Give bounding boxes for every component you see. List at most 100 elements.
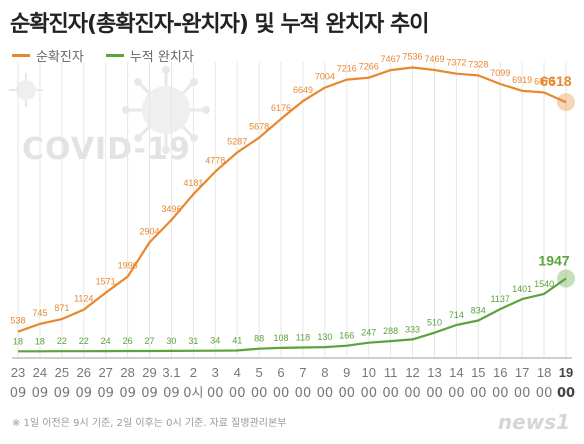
news1-logo: news1 xyxy=(497,410,570,434)
legend-item-active: 순확진자 xyxy=(12,46,84,65)
active-data-label: 7004 xyxy=(315,72,335,82)
x-tick-label: 27 xyxy=(98,365,112,380)
active-data-label: 7328 xyxy=(468,59,488,69)
x-tick-sublabel: 00 xyxy=(295,386,312,401)
legend-label-active: 순확진자 xyxy=(36,50,84,65)
x-tick-sublabel: 00 xyxy=(273,386,290,401)
x-tick-sublabel: 00 xyxy=(317,386,334,401)
x-tick-label: 6 xyxy=(277,365,284,380)
x-tick-label: 13 xyxy=(427,365,441,380)
recovered-data-label: 834 xyxy=(471,306,486,316)
x-tick-sublabel: 00 xyxy=(382,386,399,401)
recovered-data-label: 41 xyxy=(232,335,242,345)
recovered-data-label: 18 xyxy=(13,336,23,346)
x-tick-sublabel: 09 xyxy=(119,386,136,401)
x-tick-label: 7 xyxy=(299,365,306,380)
x-tick-label: 28 xyxy=(120,365,134,380)
x-tick-label: 3 xyxy=(212,365,219,380)
recovered-data-label: 22 xyxy=(57,336,67,346)
recovered-data-label: 247 xyxy=(361,328,376,338)
x-tick-sublabel: 00 xyxy=(404,386,421,401)
x-tick-label: 2 xyxy=(190,365,197,380)
active-data-label: 6618 xyxy=(540,73,571,89)
active-data-label: 7216 xyxy=(337,64,357,74)
legend-item-recovered: 누적 완치자 xyxy=(105,46,194,65)
legend-swatch-active xyxy=(12,54,30,57)
active-data-label: 7467 xyxy=(381,54,401,64)
recovered-data-label: 27 xyxy=(145,336,155,346)
x-tick-sublabel: 00 xyxy=(207,386,224,401)
active-data-label: 6649 xyxy=(293,85,313,95)
legend: 순확진자 누적 완치자 xyxy=(12,46,194,65)
x-tick-label: 24 xyxy=(33,365,47,380)
recovered-data-label: 18 xyxy=(35,336,45,346)
active-data-label: 871 xyxy=(54,303,69,313)
x-tick-label: 3.1 xyxy=(162,365,180,380)
x-tick-sublabel: 00 xyxy=(470,386,487,401)
x-tick-label: 23 xyxy=(11,365,25,380)
x-tick-label: 4 xyxy=(234,365,241,380)
recovered-data-label: 30 xyxy=(166,336,176,346)
x-tick-label: 16 xyxy=(493,365,507,380)
active-data-label: 1124 xyxy=(74,294,93,304)
x-tick-sublabel: 09 xyxy=(141,386,158,401)
virus-decoration-small xyxy=(9,73,43,107)
x-tick-sublabel: 00 xyxy=(229,386,246,401)
active-data-label: 5678 xyxy=(249,122,269,132)
recovered-data-label: 130 xyxy=(317,332,332,342)
recovered-data-label: 34 xyxy=(210,336,220,346)
x-tick-sublabel: 00 xyxy=(536,386,553,401)
recovered-data-label: 1947 xyxy=(538,253,569,269)
x-tick-sublabel: 09 xyxy=(54,386,71,401)
active-data-label: 7469 xyxy=(424,54,444,64)
x-tick-sublabel: 00 xyxy=(448,386,465,401)
active-data-label: 745 xyxy=(32,308,47,318)
recovered-data-label: 26 xyxy=(123,336,133,346)
x-tick-label: 18 xyxy=(537,365,551,380)
recovered-data-label: 1137 xyxy=(491,294,510,304)
legend-label-recovered: 누적 완치자 xyxy=(129,50,194,65)
recovered-line xyxy=(18,277,567,353)
recovered-data-label: 24 xyxy=(101,336,111,346)
x-tick-sublabel: 00 xyxy=(492,386,509,401)
x-tick-label: 11 xyxy=(384,365,398,380)
recovered-data-label: 22 xyxy=(79,336,89,346)
recovered-data-label: 1401 xyxy=(512,284,532,294)
recovered-data-label: 1540 xyxy=(534,279,554,289)
x-tick-label: 17 xyxy=(515,365,529,380)
recovered-data-label: 31 xyxy=(188,336,198,346)
recovered-data-label: 333 xyxy=(405,324,420,334)
recovered-data-label: 288 xyxy=(383,326,398,336)
active-data-label: 6176 xyxy=(271,103,291,113)
active-data-label: 7099 xyxy=(490,68,510,78)
x-tick-sublabel: 00 xyxy=(251,386,268,401)
footnote: ※ 1일 이전은 9시 기준, 2일 이후는 0시 기준. 자료 질병관리본부 xyxy=(12,418,287,429)
recovered-data-label: 510 xyxy=(427,318,442,328)
active-data-label: 7266 xyxy=(359,62,379,72)
x-tick-sublabel: 0시 xyxy=(183,386,203,401)
legend-swatch-recovered xyxy=(105,54,124,57)
x-tick-sublabel: 00 xyxy=(557,386,575,401)
x-tick-label: 19 xyxy=(559,365,573,380)
x-tick-label: 26 xyxy=(77,365,91,380)
x-tick-sublabel: 09 xyxy=(10,386,27,401)
x-tick-sublabel: 00 xyxy=(426,386,443,401)
recovered-data-label: 714 xyxy=(449,310,464,320)
active-data-label: 1571 xyxy=(96,277,116,287)
x-tick-sublabel: 00 xyxy=(360,386,377,401)
x-tick-sublabel: 00 xyxy=(514,386,531,401)
active-data-label: 6919 xyxy=(512,75,532,85)
active-data-label: 538 xyxy=(10,316,25,326)
active-data-label: 4778 xyxy=(205,156,225,166)
chart-title: 순확진자(총확진자-완치자) 및 누적 완치자 추이 xyxy=(10,12,429,37)
x-tick-label: 14 xyxy=(449,365,463,380)
active-data-label: 5287 xyxy=(227,136,247,146)
active-last-point-highlight xyxy=(557,93,575,112)
x-tick-sublabel: 09 xyxy=(163,386,180,401)
active-data-label: 7536 xyxy=(403,52,423,62)
recovered-data-label: 108 xyxy=(274,333,289,343)
x-tick-label: 9 xyxy=(343,365,350,380)
recovered-data-label: 118 xyxy=(296,333,310,343)
x-tick-sublabel: 09 xyxy=(32,386,49,401)
